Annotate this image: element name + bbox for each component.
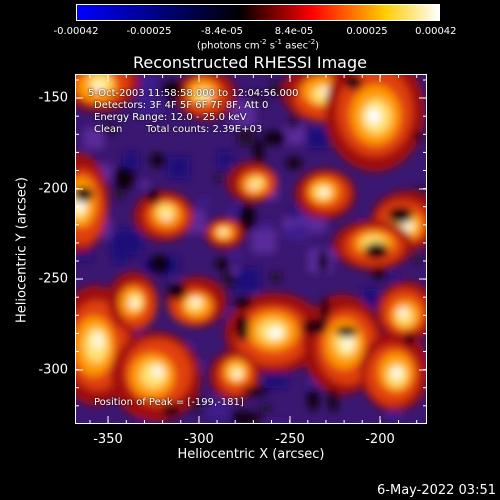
x-tick-label: -350	[93, 432, 123, 447]
colorbar-tick-label: -0.00042	[54, 26, 99, 37]
colorbar-tick-label: 0.00025	[346, 26, 387, 37]
colorbar-tick-label: -8.4e-05	[201, 26, 243, 37]
x-axis-label: Heliocentric X (arcsec)	[178, 447, 325, 462]
x-tick-label: -300	[184, 432, 214, 447]
y-axis-label: Heliocentric Y (arcsec)	[15, 177, 30, 323]
colorbar-units: (photons cm-2 s-1 asec-2)	[197, 38, 319, 51]
info-total-counts: Total counts: 2.39E+03	[146, 124, 262, 135]
info-energy-range: Energy Range: 12.0 - 25.0 keV	[94, 112, 247, 123]
colorbar	[76, 4, 440, 21]
colorbar-tick-label: 8.4e-05	[275, 26, 313, 37]
image-title: Reconstructed RHESSI Image	[0, 53, 500, 72]
y-tick-label: -250	[28, 272, 68, 287]
timestamp-footer: 6-May-2022 03:51	[377, 483, 496, 498]
x-tick-label: -250	[275, 432, 305, 447]
info-peak-position: Position of Peak = [-199,-181]	[94, 397, 244, 408]
y-tick-label: -200	[28, 182, 68, 197]
info-detectors: Detectors: 3F 4F 5F 6F 7F 8F, Att 0	[94, 100, 268, 111]
y-tick-label: -150	[28, 91, 68, 106]
y-tick-label: -300	[28, 363, 68, 378]
x-tick-label: -200	[365, 432, 395, 447]
info-algorithm: Clean	[94, 124, 122, 135]
colorbar-tick-label: 0.00042	[415, 26, 456, 37]
colorbar-tick-label: -0.00025	[127, 26, 172, 37]
info-time-range: 5-Oct-2003 11:58:58.000 to 12:04:56.000	[88, 88, 299, 99]
